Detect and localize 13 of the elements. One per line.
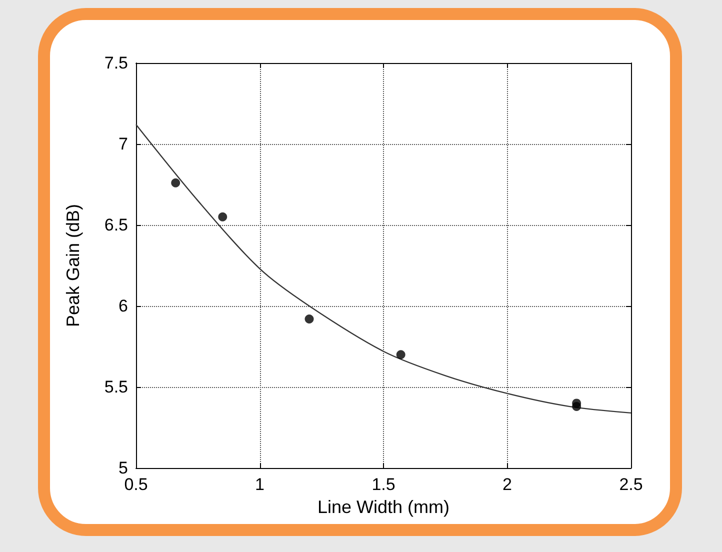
y-tick-label: 6 [118, 296, 128, 316]
x-tick-label: 1.5 [372, 475, 396, 494]
y-tick-label: 7.5 [104, 54, 128, 72]
y-tick-label: 7 [118, 134, 128, 154]
x-tick-label: 0.5 [124, 475, 148, 494]
x-tick-label: 2.5 [619, 475, 643, 494]
y-axis-title: Peak Gain (dB) [63, 204, 83, 328]
y-tick-label: 6.5 [104, 216, 128, 234]
x-tick-label: 1 [255, 475, 264, 494]
x-axis-title: Line Width (mm) [317, 496, 450, 517]
y-tick-label: 5 [118, 458, 128, 478]
y-tick-label: 5.5 [104, 378, 128, 396]
x-tick-label: 2 [502, 475, 512, 494]
